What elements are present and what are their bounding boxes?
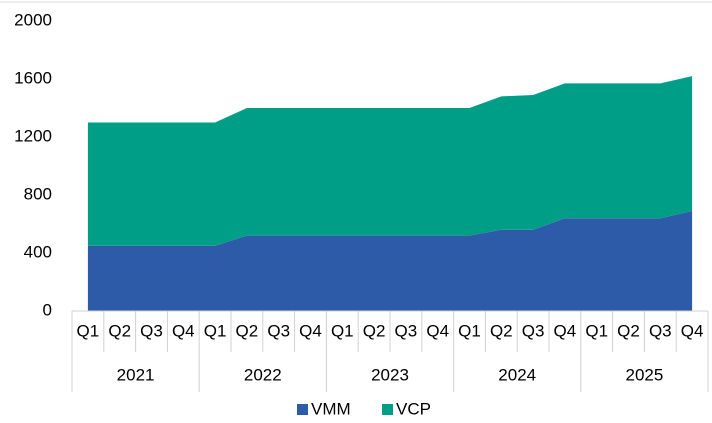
x-tick-label: Q2 (108, 321, 131, 340)
x-group-label: 2021 (117, 365, 155, 384)
x-group-label: 2023 (371, 365, 409, 384)
x-tick-label: Q2 (490, 321, 513, 340)
x-tick-label: Q1 (204, 321, 227, 340)
x-tick-label: Q3 (522, 321, 545, 340)
x-group-label: 2022 (244, 365, 282, 384)
x-tick-label: Q1 (77, 321, 100, 340)
x-tick-label: Q4 (426, 321, 449, 340)
legend-swatch (297, 404, 308, 415)
x-group-label: 2024 (498, 365, 536, 384)
x-tick-label: Q4 (681, 321, 704, 340)
area (87, 76, 693, 246)
x-tick-label: Q3 (140, 321, 163, 340)
x-tick-label: Q1 (458, 321, 481, 340)
legend-label: VMM (311, 399, 351, 418)
x-tick-label: Q2 (236, 321, 259, 340)
x-group-label: 2025 (625, 365, 663, 384)
x-tick-label: Q3 (267, 321, 290, 340)
x-tick-label: Q3 (395, 321, 418, 340)
y-tick-label: 2000 (14, 10, 52, 29)
x-tick-label: Q4 (172, 321, 195, 340)
legend-label: VCP (396, 399, 431, 418)
y-tick-label: 400 (24, 242, 52, 261)
y-tick-label: 800 (24, 184, 52, 203)
area (87, 210, 693, 311)
x-tick-label: Q1 (331, 321, 354, 340)
x-tick-label: Q4 (554, 321, 577, 340)
y-tick-label: 1600 (14, 68, 52, 87)
x-tick-label: Q2 (617, 321, 640, 340)
x-tick-label: Q1 (585, 321, 608, 340)
y-tick-label: 1200 (14, 126, 52, 145)
x-tick-label: Q2 (363, 321, 386, 340)
legend-swatch (382, 404, 393, 415)
y-tick-label: 0 (43, 300, 52, 319)
x-tick-label: Q4 (299, 321, 322, 340)
x-tick-label: Q3 (649, 321, 672, 340)
